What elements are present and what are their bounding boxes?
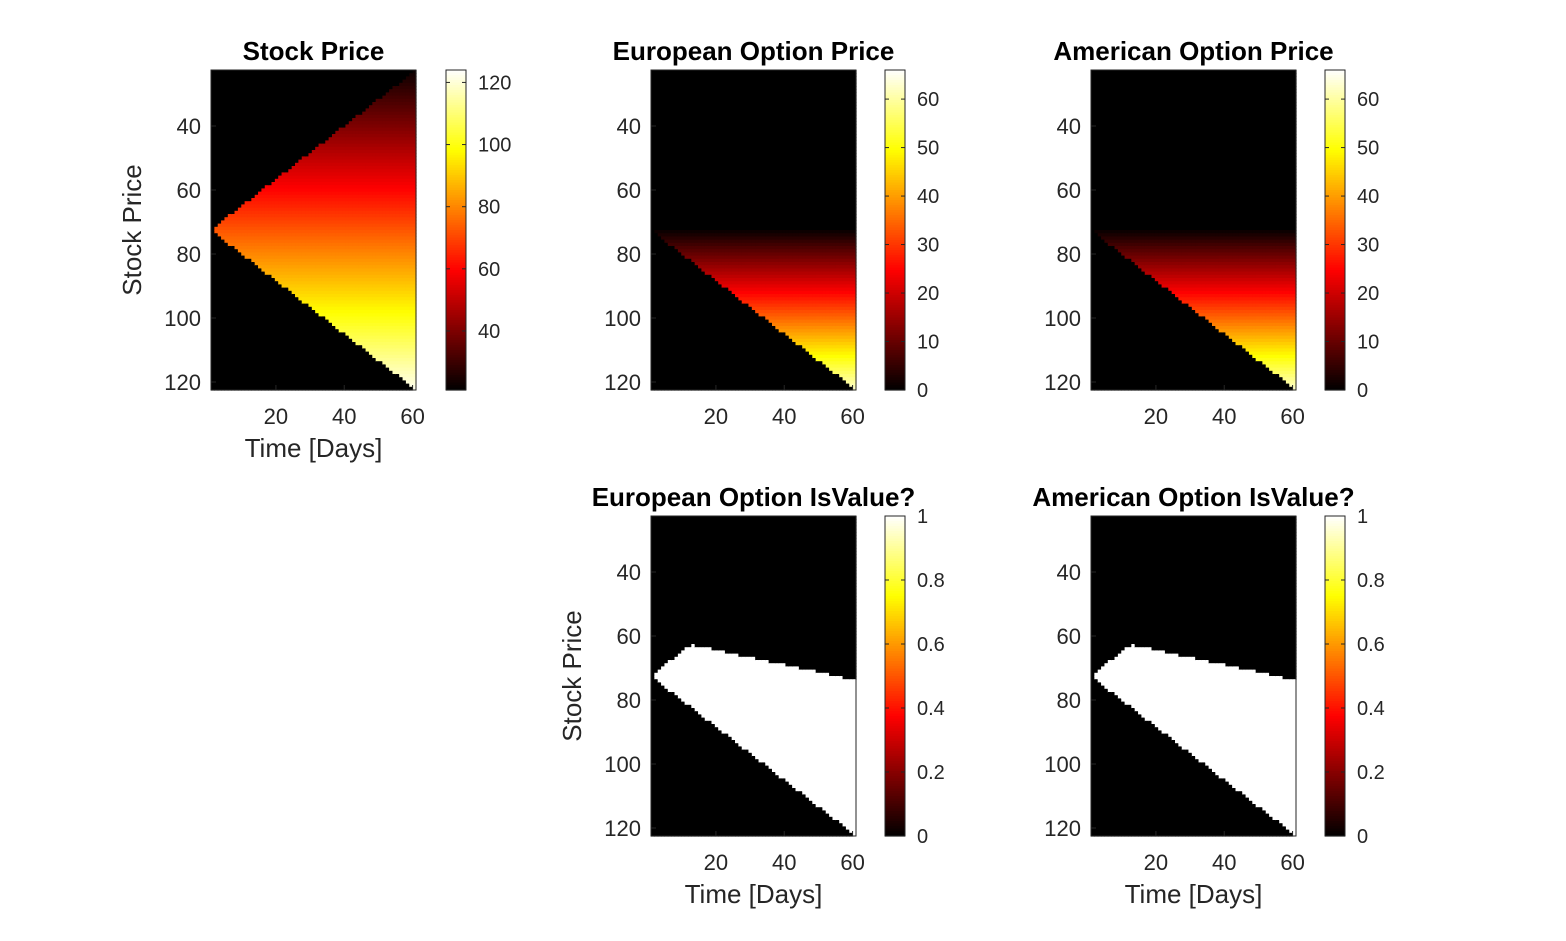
- heatmap-image: [211, 70, 417, 391]
